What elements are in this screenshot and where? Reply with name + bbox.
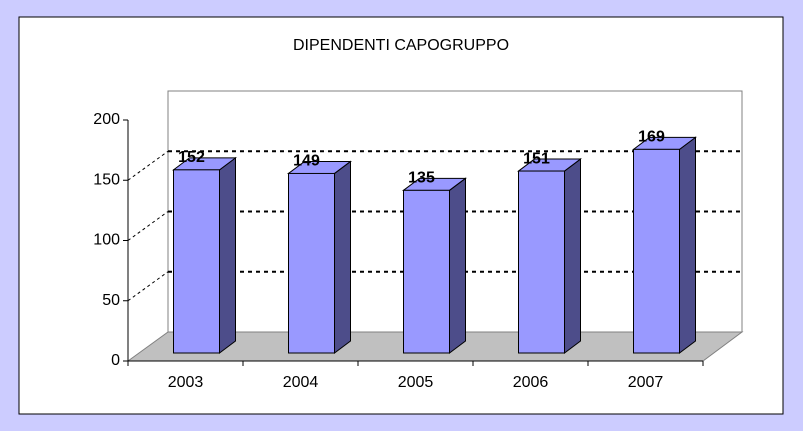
- bar-side: [334, 160, 351, 354]
- y-tick-label: 50: [102, 292, 120, 309]
- x-tick-label: 2007: [628, 374, 664, 391]
- value-label: 135: [408, 170, 435, 187]
- y-tick-label: 200: [93, 111, 120, 128]
- grid-line-side: [127, 271, 169, 302]
- x-tick-label: 2005: [398, 374, 434, 391]
- bar: [173, 169, 220, 354]
- grid-line-side: [127, 150, 169, 181]
- value-label: 152: [178, 149, 205, 166]
- bar-side: [219, 156, 236, 354]
- x-tick-label: 2003: [168, 374, 204, 391]
- value-label: 151: [523, 150, 550, 167]
- x-tick-label: 2006: [513, 374, 549, 391]
- x-tick-label: 2004: [283, 374, 319, 391]
- bar: [288, 172, 335, 354]
- grid-line-side: [127, 211, 169, 241]
- y-tick-label: 100: [93, 232, 120, 249]
- bar: [403, 189, 450, 354]
- value-label: 149: [293, 153, 320, 170]
- bar: [633, 148, 680, 354]
- chart-title: DIPENDENTI CAPOGRUPPO: [293, 37, 509, 54]
- bar: [518, 170, 565, 354]
- bar-side: [449, 177, 466, 354]
- y-tick-label: 150: [93, 171, 120, 188]
- value-label: 169: [638, 129, 665, 146]
- y-tick-label: 0: [111, 352, 120, 369]
- bar-side: [564, 158, 581, 354]
- bar-side: [679, 136, 696, 354]
